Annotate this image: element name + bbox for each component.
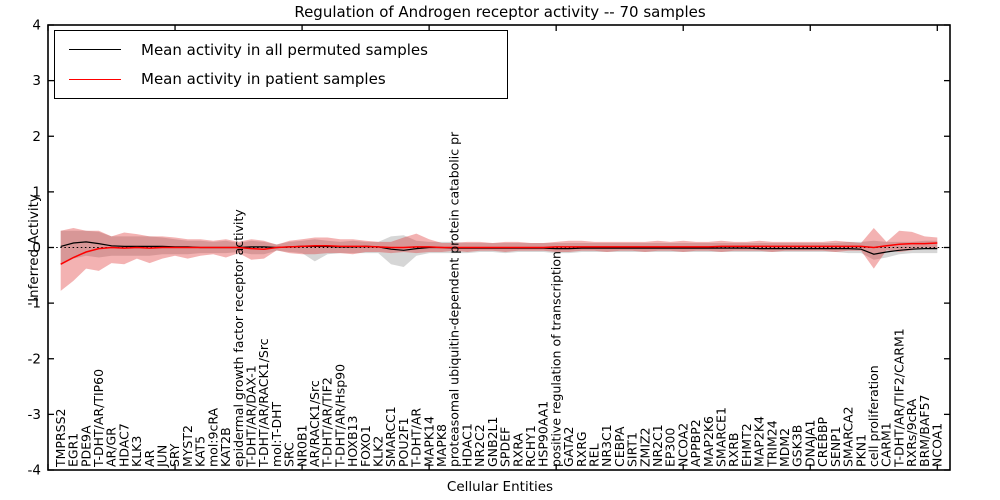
x-category-label: SMARCE1 [714,407,729,467]
x-category-label: MAPK8 [434,424,449,467]
x-category-label: T-DHT/AR/TIP60 [91,369,106,468]
patient-line-sample-icon [69,78,121,80]
x-category-label: T-DHT/AR/Hsp90 [332,364,347,468]
x-category-label: NR2C1 [650,424,665,467]
x-category-label: RXRB [726,432,741,467]
x-category-label: KLK3 [129,436,144,467]
x-category-label: mol:9cRA [205,407,220,467]
x-category-label: MYST2 [180,425,195,467]
legend-label-patient: Mean activity in patient samples [141,70,386,89]
x-category-label: SIRT1 [625,432,640,467]
x-category-label: POU2F1 [396,417,411,467]
x-category-label: PKN1 [853,434,868,467]
x-category-label: EHMT2 [739,423,754,467]
x-category-label: MAP2K4 [752,416,767,467]
y-tick-label: -2 [28,351,41,367]
x-category-label: AR [142,449,157,467]
x-category-label: NCOA2 [675,423,690,467]
x-category-label: mol:T-DHT [269,401,284,467]
x-category-label: HOXB13 [345,416,360,467]
x-category-label: MDM2 [777,428,792,467]
x-category-label: T-DHT/AR/RACK1/Src [256,338,271,468]
x-category-label: KLK2 [371,436,386,467]
legend: Mean activity in all permuted samples Me… [54,30,508,99]
chart-title: Regulation of Androgen receptor activity… [294,3,706,21]
x-category-label: MAP2K6 [701,416,716,467]
y-tick-label: 2 [32,129,41,145]
x-category-label: proteasomal ubiquitin-dependent protein … [447,131,462,467]
y-tick-label: 3 [32,73,41,89]
legend-entry-patient: Mean activity in patient samples [69,65,507,93]
x-category-label: APPBP2 [688,419,703,467]
x-category-label: TRIM24 [764,420,779,468]
x-category-label: SRC [282,442,297,467]
x-category-label: AR/RACK1/Src [307,380,322,467]
x-category-label: SRY [167,443,182,467]
x-category-label: KAT5 [193,436,208,467]
x-category-label: CARM1 [879,422,894,467]
x-category-label: SPDEF [498,427,513,467]
x-category-label: BRM/BAF57 [917,395,932,467]
x-category-label: T-DHT/AR/TIF2 [320,377,335,468]
legend-entry-permuted: Mean activity in all permuted samples [69,36,507,64]
patient-band [60,228,938,291]
y-tick-label: -1 [28,296,41,312]
x-category-label: KAT2B [218,427,233,467]
x-category-label: NCOA1 [929,423,944,467]
x-category-label: JUN [155,445,170,468]
x-category-label: CEBPA [612,426,627,467]
x-category-label: RXRA [510,433,525,467]
x-category-label: PDE9A [78,425,93,467]
x-category-label: SMARCC1 [383,406,398,467]
x-category-label: GATA2 [561,427,576,467]
x-category-label: NR0B1 [294,424,309,467]
x-category-label: HDAC7 [116,423,131,467]
x-category-label: RXRG [574,431,589,467]
y-tick-label: 0 [32,240,41,256]
x-category-label: epidermal growth factor receptor activit… [231,209,246,467]
permuted-line-sample-icon [69,49,121,51]
x-category-label: SENP1 [828,426,843,467]
x-category-label: HSP90AA1 [536,401,551,467]
x-category-label: SMARCA2 [841,406,856,467]
y-tick-label: -4 [28,463,41,479]
y-tick-label: 4 [32,18,41,34]
x-category-label: T-DHT/AR/DAX-1 [243,365,258,468]
x-category-label: NR2C2 [472,424,487,467]
x-category-label: MAPK14 [421,416,436,467]
x-category-label: NR3C1 [599,424,614,467]
x-category-label: EGR1 [66,433,81,467]
x-category-label: RXRs/9cRA [904,398,919,467]
x-category-label: positive regulation of transcription [548,251,563,467]
x-category-label: T-DHT/AR [409,408,424,468]
x-category-label: HDAC1 [459,423,474,467]
x-category-label: cell proliferation [866,365,881,467]
x-category-label: ZMIZ2 [637,427,652,467]
x-category-label: REL [586,443,601,467]
y-tick-label: -3 [28,407,41,423]
y-tick-label: 1 [32,184,41,200]
x-category-label: T-DHT/AR/TIF2/CARM1 [891,328,906,468]
x-category-label: CREBBP [815,417,830,467]
x-category-label: GNB2L1 [485,417,500,467]
x-category-label: FOXO1 [358,425,373,467]
x-category-label: RCHY1 [523,425,538,467]
x-category-label: DNAJA1 [802,420,817,468]
patient-mean-line [60,242,938,265]
legend-label-permuted: Mean activity in all permuted samples [141,40,428,59]
permuted-band [60,230,938,267]
x-category-label: TMPRSS2 [53,409,68,468]
x-category-label: GSK3B [790,425,805,467]
x-category-label: AR/GR [104,427,119,467]
x-category-label: EP300 [663,428,678,467]
x-axis-title: Cellular Entities [446,479,554,495]
y-axis-title: Inferred Activity [26,194,42,302]
